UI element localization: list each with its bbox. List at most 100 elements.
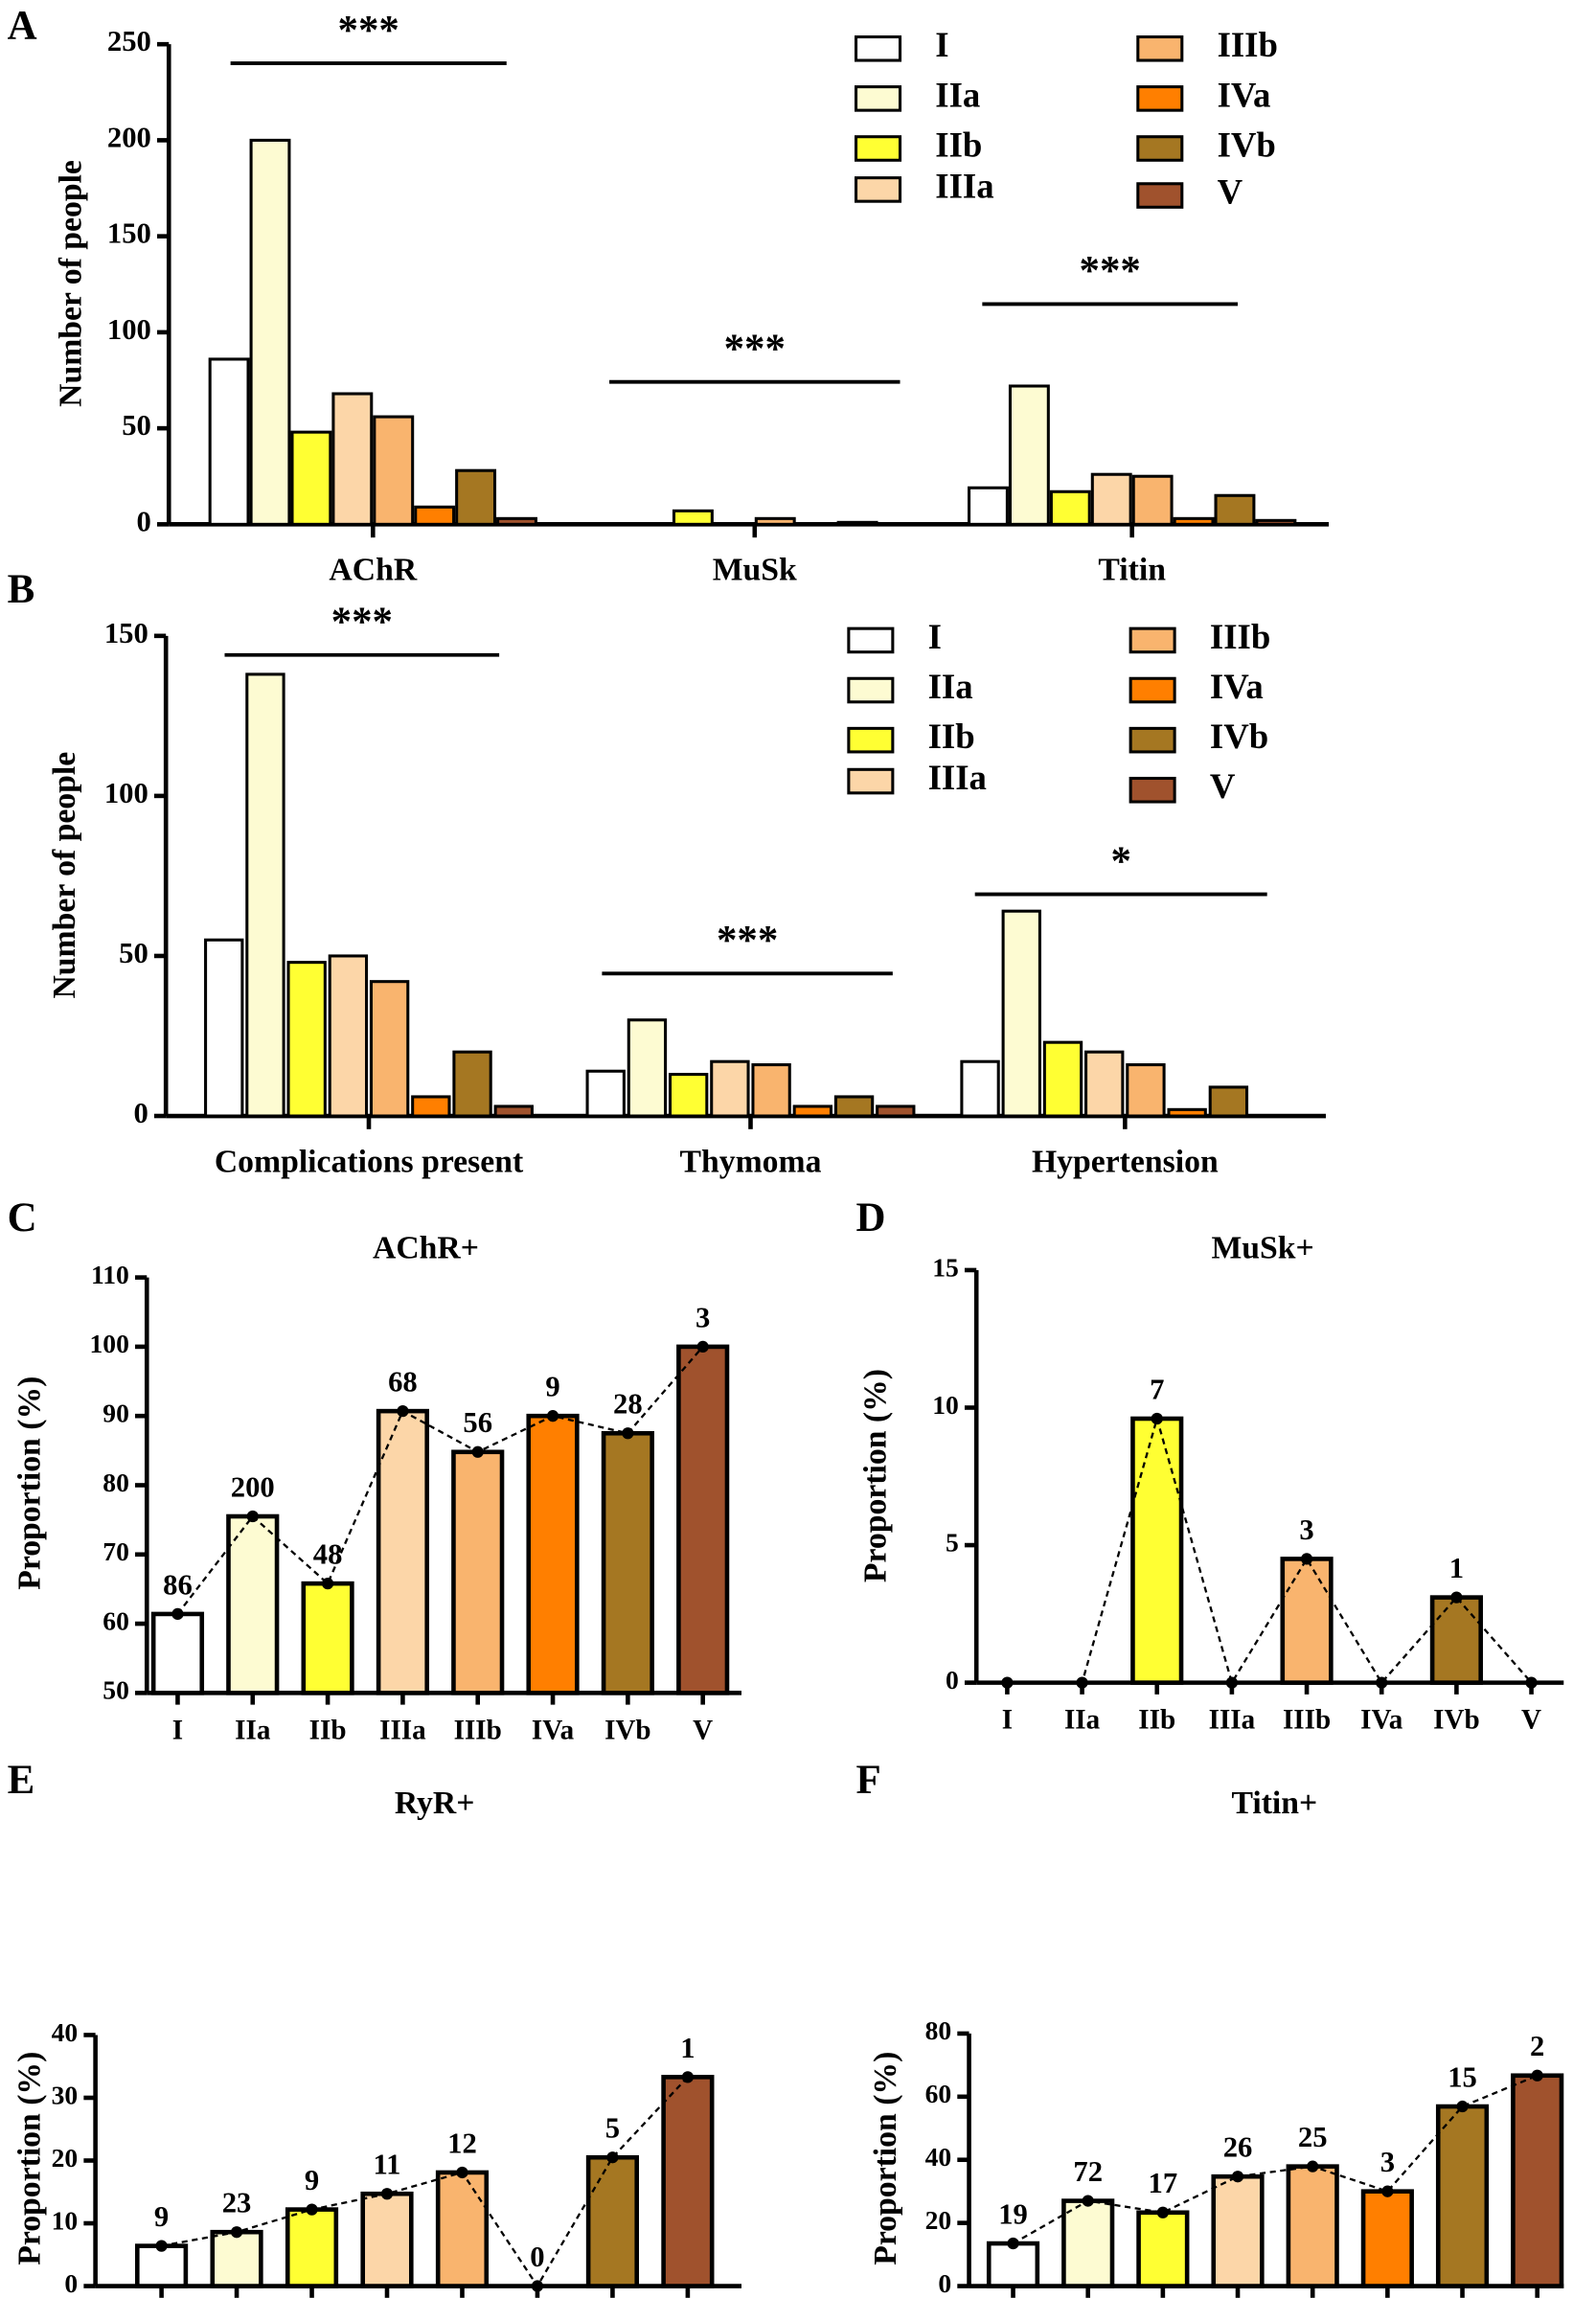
y-tick-label: 150 — [104, 617, 148, 649]
legend-swatch — [855, 176, 902, 203]
significance-label: *** — [1080, 249, 1141, 294]
count-label: 19 — [998, 2198, 1028, 2231]
y-tick-label: 10 — [52, 2205, 79, 2235]
count-label: 25 — [1298, 2121, 1328, 2153]
bar — [836, 520, 878, 526]
y-tick-label: 250 — [107, 25, 151, 57]
bar — [585, 1069, 626, 1118]
legend-label: IIa — [928, 667, 973, 706]
bar — [1214, 493, 1256, 526]
count-label: 12 — [447, 2127, 477, 2159]
legend-swatch — [1136, 182, 1184, 209]
count-label: 23 — [222, 2187, 252, 2219]
point — [1082, 2195, 1094, 2207]
y-tick-label: 0 — [946, 1665, 959, 1695]
y-tick-label: 70 — [103, 1536, 129, 1566]
bar — [451, 1449, 505, 1695]
y-tick-label: 5 — [946, 1527, 959, 1557]
count-label: 3 — [695, 1301, 710, 1333]
count-label: 9 — [305, 2164, 319, 2196]
chart-title: Titin+ — [1231, 1786, 1317, 1821]
y-tick-label: 100 — [104, 777, 148, 809]
legend-label: IIIb — [1210, 617, 1270, 656]
point — [1300, 1553, 1313, 1565]
bar — [960, 1059, 1000, 1118]
count-label: 26 — [1223, 2131, 1253, 2164]
bar — [452, 1050, 492, 1118]
count-label: 1 — [680, 2032, 695, 2064]
bar — [710, 1059, 750, 1118]
x-tick-label: IIIa — [1209, 1705, 1256, 1736]
count-label: 1 — [1449, 1552, 1464, 1584]
legend-label: IIa — [935, 75, 980, 114]
bar — [1084, 1050, 1125, 1118]
bar — [1008, 384, 1050, 526]
count-label: 5 — [605, 2112, 620, 2145]
bar — [286, 961, 327, 1118]
legend-label: IIb — [928, 717, 975, 756]
legend-swatch — [847, 626, 895, 654]
point — [1007, 2237, 1019, 2250]
significance-label: * — [1110, 839, 1130, 884]
bar — [150, 1611, 205, 1695]
trend-line — [176, 1346, 704, 1615]
bar — [1090, 472, 1132, 526]
y-tick-label: 150 — [107, 217, 151, 250]
y-tick-label: 60 — [925, 2079, 952, 2108]
bar — [1167, 1107, 1207, 1118]
point — [380, 2188, 394, 2200]
bar — [301, 1581, 354, 1695]
count-label: 17 — [1149, 2167, 1178, 2199]
bar — [601, 1430, 654, 1695]
bar — [526, 1413, 580, 1695]
bar — [226, 1513, 280, 1695]
legend-label: IIIb — [1218, 25, 1278, 64]
count-label: 3 — [1380, 2146, 1395, 2178]
legend-label: IIIa — [928, 758, 987, 797]
count-label: 68 — [388, 1366, 418, 1399]
count-label: 200 — [231, 1470, 275, 1503]
point — [155, 2240, 168, 2252]
y-tick-label: 15 — [932, 1252, 959, 1282]
legend-swatch — [855, 135, 902, 162]
x-tick-label: Titin — [1098, 553, 1166, 588]
bar — [876, 1104, 916, 1118]
point — [1307, 2160, 1319, 2173]
trend-line — [1012, 2074, 1539, 2245]
bar — [208, 357, 250, 526]
significance-label: *** — [717, 919, 778, 964]
bar — [1130, 1416, 1184, 1685]
chart-title: AChR+ — [373, 1231, 479, 1266]
y-tick-label: 10 — [932, 1390, 959, 1420]
x-tick-label: IIIb — [454, 1715, 502, 1745]
x-tick-label: I — [172, 1715, 183, 1745]
bar — [1211, 2173, 1265, 2288]
point — [1525, 1676, 1538, 1689]
bar — [376, 1408, 429, 1695]
point — [546, 1410, 559, 1422]
legend-swatch — [1136, 85, 1184, 112]
bar — [1435, 2104, 1490, 2288]
y-tick-label: 50 — [122, 409, 151, 442]
bar — [1360, 2189, 1414, 2288]
point — [171, 1607, 184, 1621]
bar — [1511, 2073, 1564, 2288]
legend-swatch — [847, 676, 895, 704]
x-tick-label: Thymoma — [680, 1144, 822, 1179]
legend-swatch — [847, 726, 895, 754]
bar — [455, 468, 497, 526]
y-axis-label: Proportion (%) — [11, 1377, 47, 1590]
count-label: 9 — [154, 2200, 169, 2233]
y-axis-label: Proportion (%) — [857, 1369, 893, 1582]
count-label: 3 — [1299, 1513, 1313, 1546]
point — [321, 1578, 334, 1590]
bar — [210, 2229, 263, 2288]
bar — [676, 1344, 730, 1695]
trend-line — [1007, 1414, 1533, 1686]
bar — [792, 1104, 833, 1118]
point — [1076, 1676, 1088, 1689]
x-tick-label: IIb — [309, 1715, 347, 1745]
bar — [1173, 516, 1215, 526]
count-label: 0 — [530, 2241, 544, 2273]
count-label: 28 — [613, 1388, 643, 1421]
